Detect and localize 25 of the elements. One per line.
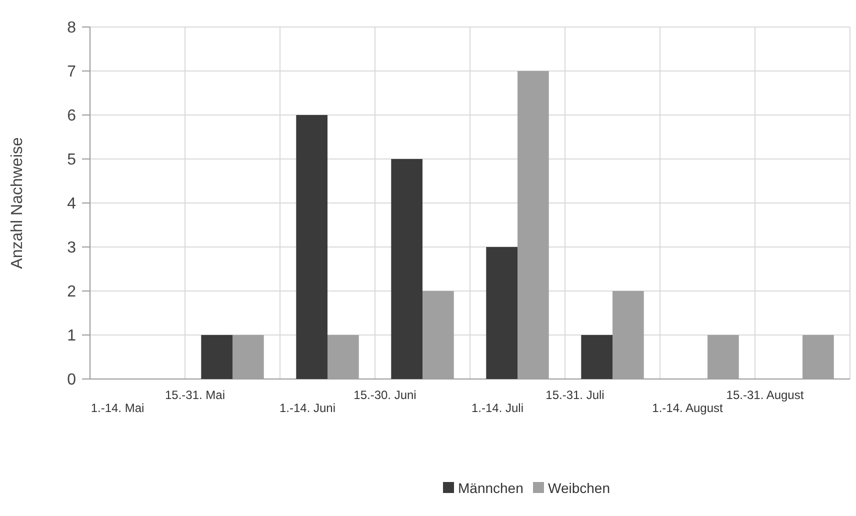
bar xyxy=(486,247,518,379)
x-tick-label: 15.-31. Juli xyxy=(546,388,604,402)
x-tick-label: 1.-14. Juni xyxy=(279,401,336,416)
x-tick-label: 1.-14. Mai xyxy=(90,401,144,416)
y-tick-label: 2 xyxy=(67,284,76,301)
y-tick-label: 3 xyxy=(67,240,76,257)
y-tick-label: 5 xyxy=(67,152,76,169)
legend-label: Männchen xyxy=(458,480,524,496)
y-tick-label: 0 xyxy=(67,372,76,389)
y-tick-label: 4 xyxy=(67,196,76,213)
y-tick-label: 7 xyxy=(67,64,76,81)
bar xyxy=(391,159,422,379)
bar xyxy=(581,335,612,379)
y-tick-label: 8 xyxy=(67,20,76,37)
x-tick-label: 15.-30. Juni xyxy=(354,388,416,402)
legend-label: Weibchen xyxy=(548,480,610,496)
x-tick-label: 15.-31. August xyxy=(726,388,804,402)
bar xyxy=(201,335,232,379)
x-tick-label: 1.-14. Juli xyxy=(471,401,524,416)
y-axis-title: Anzahl Nachweise xyxy=(9,137,26,269)
y-tick-label: 6 xyxy=(67,108,76,125)
x-tick-label: 15.-31. Mai xyxy=(164,388,226,402)
x-tick-label: 1.-14. August xyxy=(652,401,724,416)
y-tick-label: 1 xyxy=(67,328,76,345)
bar xyxy=(296,115,328,379)
